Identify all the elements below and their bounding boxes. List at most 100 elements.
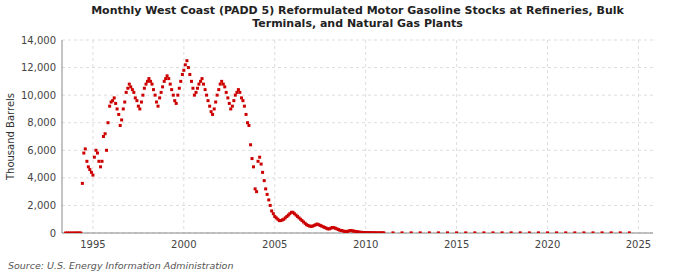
point bbox=[619, 231, 622, 233]
point bbox=[147, 77, 150, 80]
point bbox=[117, 113, 120, 116]
y-tick-label: 14,000 bbox=[21, 35, 56, 46]
point bbox=[219, 83, 222, 86]
point bbox=[96, 152, 99, 155]
point bbox=[79, 232, 82, 234]
point bbox=[257, 160, 260, 163]
point bbox=[210, 110, 213, 113]
point bbox=[164, 77, 167, 80]
point bbox=[145, 83, 148, 86]
point bbox=[170, 88, 173, 91]
point bbox=[211, 113, 214, 116]
point bbox=[107, 121, 110, 124]
point bbox=[555, 231, 558, 233]
point bbox=[261, 171, 264, 174]
point bbox=[128, 83, 131, 86]
point bbox=[232, 99, 235, 102]
point bbox=[141, 94, 144, 97]
point bbox=[601, 231, 604, 233]
point bbox=[610, 231, 613, 233]
x-grid-line bbox=[183, 40, 184, 233]
point bbox=[131, 88, 134, 91]
point bbox=[216, 94, 219, 97]
point bbox=[155, 101, 158, 104]
point bbox=[238, 91, 241, 94]
point bbox=[184, 63, 187, 66]
point bbox=[241, 99, 244, 102]
point bbox=[161, 85, 164, 88]
point bbox=[464, 231, 467, 233]
point bbox=[391, 231, 394, 233]
point bbox=[437, 231, 440, 233]
point bbox=[102, 135, 105, 138]
y-grid-line bbox=[62, 122, 653, 123]
point bbox=[249, 143, 252, 146]
point bbox=[113, 96, 116, 99]
point bbox=[510, 231, 513, 233]
point bbox=[87, 165, 90, 168]
point bbox=[190, 80, 193, 83]
point bbox=[382, 231, 385, 233]
x-tick-label: 2025 bbox=[626, 239, 651, 250]
point bbox=[122, 107, 125, 110]
point bbox=[228, 102, 231, 105]
x-grid-line bbox=[456, 40, 457, 233]
point bbox=[178, 87, 181, 90]
y-tick-label: 6,000 bbox=[27, 145, 56, 156]
point bbox=[226, 96, 229, 99]
point bbox=[88, 168, 91, 171]
point bbox=[258, 156, 261, 159]
point bbox=[137, 105, 140, 108]
point bbox=[229, 107, 232, 110]
point bbox=[105, 149, 108, 152]
x-tick-label: 2000 bbox=[171, 239, 196, 250]
point bbox=[269, 204, 272, 207]
point bbox=[116, 107, 119, 110]
point bbox=[231, 105, 234, 108]
point bbox=[235, 91, 238, 94]
point bbox=[191, 87, 194, 90]
point bbox=[181, 73, 184, 76]
point bbox=[93, 156, 96, 159]
x-grid-line bbox=[547, 40, 548, 233]
point bbox=[140, 101, 143, 104]
point bbox=[214, 101, 217, 104]
point bbox=[207, 99, 210, 102]
point bbox=[202, 83, 205, 86]
point bbox=[82, 152, 85, 155]
point bbox=[217, 88, 220, 91]
point bbox=[172, 94, 175, 97]
y-tick-label: 4,000 bbox=[27, 172, 56, 183]
point bbox=[158, 96, 161, 99]
point bbox=[267, 198, 270, 201]
x-grid-line bbox=[365, 40, 366, 233]
point bbox=[260, 163, 263, 166]
point bbox=[99, 165, 102, 168]
point bbox=[149, 80, 152, 83]
point bbox=[135, 99, 138, 102]
point bbox=[81, 182, 84, 185]
point bbox=[129, 85, 132, 88]
point bbox=[132, 91, 135, 94]
point bbox=[104, 132, 107, 135]
point bbox=[157, 105, 160, 108]
point bbox=[166, 74, 169, 77]
point bbox=[152, 88, 155, 91]
point bbox=[208, 105, 211, 108]
point bbox=[182, 69, 185, 72]
point bbox=[160, 91, 163, 94]
point bbox=[84, 147, 87, 150]
y-grid-line bbox=[62, 40, 653, 41]
point bbox=[163, 80, 166, 83]
y-tick-label: 8,000 bbox=[27, 117, 56, 128]
point bbox=[125, 91, 128, 94]
point bbox=[193, 94, 196, 97]
point bbox=[240, 96, 243, 99]
point bbox=[246, 121, 249, 124]
y-axis-label: Thousand Barrels bbox=[5, 93, 16, 181]
y-grid-line bbox=[62, 67, 653, 68]
point bbox=[546, 231, 549, 233]
y-grid-line bbox=[62, 150, 653, 151]
point bbox=[519, 231, 522, 233]
chart: Monthly West Coast (PADD 5) Reformulated… bbox=[0, 0, 675, 275]
